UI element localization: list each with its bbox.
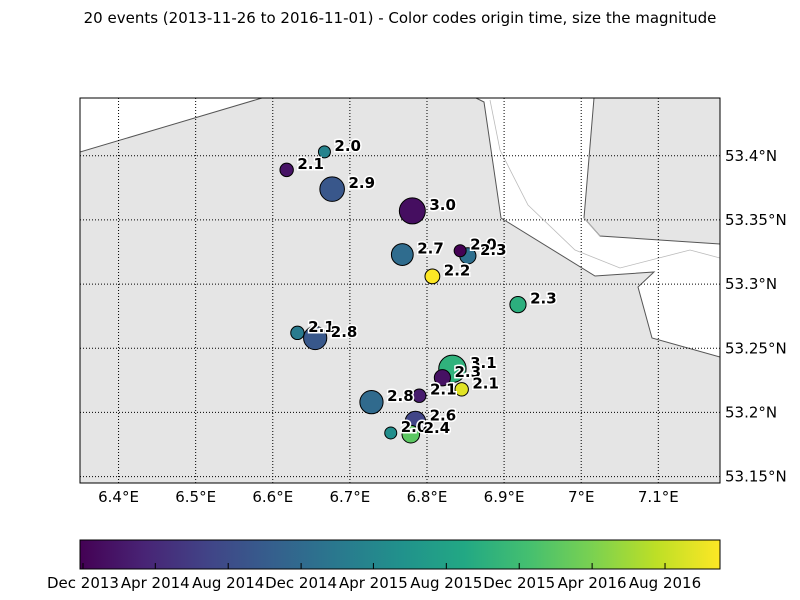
event-marker [290,325,305,341]
magnitude-label: 2.7 [417,240,444,258]
magnitude-label: 2.1 [297,155,324,173]
longitude-tick-label: 6.6°E [252,488,293,506]
event-marker [424,268,441,285]
border-line [489,99,720,269]
colorbar-ticks: Dec 2013 Apr 2014 Aug 2014 Dec 2014 Apr 2015… [47,563,701,592]
latitude-tick-label: 53.15°N [725,468,787,486]
magnitude-label: 2.1 [430,381,457,399]
event-marker [317,145,331,159]
colorbar-tick-label: Aug 2014 [192,574,264,592]
magnitude-labels: 2.02.12.93.02.02.32.72.22.32.12.83.12.32… [296,135,558,438]
magnitude-label: 2.4 [424,419,451,437]
latitude-tick-label: 53.3°N [725,275,777,293]
latitude-tick-label: 53.25°N [725,339,787,357]
longitude-tick-label: 6.8°E [407,488,448,506]
longitude-tick-label: 6.9°E [484,488,525,506]
colorbar [79,539,721,570]
longitude-tick-label: 6.4°E [98,488,139,506]
event-marker [384,426,398,440]
colorbar-tick-label: Aug 2015 [410,574,482,592]
longitude-tick-label: 6.7°E [329,488,370,506]
events-layer [279,145,527,444]
event-marker [390,243,414,266]
magnitude-label: 2.3 [530,290,557,308]
colorbar-tick-label: Apr 2016 [558,574,627,592]
event-marker [454,382,469,397]
magnitude-label: 2.9 [348,174,375,192]
event-marker [412,388,427,403]
colorbar-tick-label: Aug 2016 [629,574,701,592]
colorbar-tick-label: Dec 2015 [483,574,555,592]
magnitude-label: 2.1 [308,318,335,336]
magnitude-label: 2.3 [455,363,482,381]
magnitude-label: 2.2 [444,261,471,279]
graticule [80,98,720,483]
magnitude-label: 3.1 [470,354,497,372]
longitude-tick-label: 7.1°E [638,488,679,506]
event-marker [433,369,452,387]
longitude-ticks: 6.4°E 6.5°E 6.6°E 6.7°E 6.8°E 6.9°E 7°E 7.1°E [98,488,679,506]
event-marker [303,325,328,351]
event-marker [453,244,467,258]
event-marker [279,162,294,178]
colorbar-tick-label: Dec 2014 [265,574,337,592]
event-marker [509,296,527,314]
magnitude-label: 3.0 [429,196,456,214]
land-area [80,98,720,483]
magnitude-label: 2.8 [331,323,358,341]
magnitude-label: 2.3 [480,241,507,259]
latitude-tick-label: 53.35°N [725,211,787,229]
magnitude-label: 2.8 [387,387,414,405]
land-area [583,98,720,245]
latitude-tick-label: 53.4°N [725,147,777,165]
colorbar-tick-label: Apr 2015 [339,574,408,592]
event-marker [319,176,345,202]
longitude-tick-label: 7°E [568,488,595,506]
magnitude-label: 2.6 [430,406,457,424]
event-marker [401,424,421,444]
magnitude-label: 2.1 [472,374,499,392]
longitude-tick-label: 6.5°E [175,488,216,506]
magnitude-label: 2.0 [401,418,428,436]
colorbar-tick-label: Apr 2014 [121,574,190,592]
border-line [583,217,601,237]
latitude-tick-label: 53.2°N [725,403,777,421]
event-marker [398,197,426,225]
event-marker [359,390,384,415]
latitude-ticks: 53.15°N 53.2°N 53.25°N 53.3°N 53.35°N 53.4°N [725,147,787,486]
magnitude-label: 2.0 [470,236,497,254]
map-title: 20 events (2013-11-26 to 2016-11-01) - C… [83,9,717,27]
magnitude-label: 2.0 [334,137,361,155]
colorbar-tick-label: Dec 2013 [47,574,119,592]
map-frame [79,97,721,484]
